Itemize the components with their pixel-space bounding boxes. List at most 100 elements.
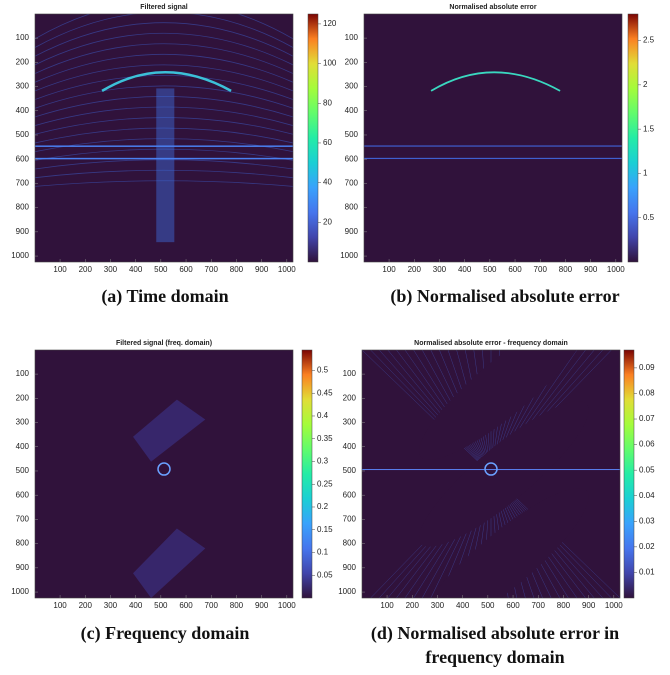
colorbar-tick-label: 0.05 [639,465,655,474]
x-tick-label: 200 [408,265,422,274]
y-tick-label: 300 [345,82,359,91]
y-tick-label: 400 [16,442,30,451]
y-tick-label: 600 [343,490,357,499]
colorbar-tick-label: 0.45 [317,388,333,397]
colorbar-tick-label: 0.03 [639,516,655,525]
y-tick-label: 100 [345,33,359,42]
plot-frame [363,13,623,263]
y-tick-label: 400 [345,106,359,115]
colorbar-tick-label: 20 [323,217,332,226]
x-tick-label: 600 [179,601,193,610]
x-tick-label: 300 [104,265,118,274]
image-feature [35,85,293,109]
x-tick-label: 600 [179,265,193,274]
colorbar-tick-label: 0.04 [639,491,655,500]
y-tick-label: 200 [16,393,30,402]
image-feature [484,462,498,476]
y-tick-label: 100 [16,369,30,378]
colorbar-tick-label: 0.35 [317,434,333,443]
y-tick-label: 800 [343,539,357,548]
y-tick-label: 1000 [340,251,358,260]
colorbar-tick-label: 100 [323,59,337,68]
y-tick-label: 800 [16,539,30,548]
x-tick-label: 400 [129,601,143,610]
y-tick-label: 600 [345,154,359,163]
colorbar-tick-label: 1.5 [643,124,655,133]
x-tick-label: 100 [382,265,396,274]
x-tick-label: 1000 [278,265,296,274]
image-feature [35,32,293,66]
x-tick-label: 1000 [278,601,296,610]
colorbar-tick-label: 0.05 [317,570,333,579]
y-tick-label: 300 [16,82,30,91]
image-feature [35,53,293,83]
x-tick-label: 500 [481,601,495,610]
y-tick-label: 600 [16,490,30,499]
plot-title: Normalised absolute error [449,4,536,11]
image-feature [364,145,622,147]
x-tick-label: 100 [53,601,67,610]
x-tick-label: 700 [205,265,219,274]
x-tick-label: 900 [255,601,269,610]
y-tick-label: 500 [345,130,359,139]
plot-frame [361,349,621,599]
y-tick-label: 1000 [338,587,356,596]
y-tick-label: 1000 [11,251,29,260]
colorbar-tick-label: 2 [643,80,648,89]
x-tick-label: 200 [406,601,420,610]
colorbar-tick-label: 40 [323,178,332,187]
image-feature [35,96,293,118]
image-feature [419,401,589,547]
x-tick-label: 500 [483,265,497,274]
x-tick-label: 700 [532,601,546,610]
x-tick-label: 200 [79,601,93,610]
y-tick-label: 800 [16,203,30,212]
colorbar-tick-label: 0.08 [639,389,655,398]
colorbar [301,349,313,599]
y-tick-label: 800 [345,203,359,212]
y-tick-label: 900 [16,563,30,572]
image-feature [35,14,293,40]
colorbar-tick-label: 0.5 [643,213,655,222]
plot-frame [34,13,294,263]
colorbar-tick-label: 80 [323,98,332,107]
heatmap-image [35,350,293,598]
image-feature [35,157,293,160]
image-feature [35,22,293,57]
x-tick-label: 300 [104,601,118,610]
colorbar-tick-label: 0.06 [639,440,655,449]
x-tick-label: 600 [508,265,522,274]
image-feature [35,180,293,187]
image-background [35,14,293,262]
caption: (b) Normalised absolute error [390,286,620,306]
x-tick-label: 800 [557,601,571,610]
image-feature [430,71,561,92]
y-tick-label: 1000 [11,587,29,596]
x-tick-label: 400 [129,265,143,274]
x-tick-label: 1000 [607,265,625,274]
y-tick-label: 600 [16,154,30,163]
image-feature [35,159,293,170]
y-tick-label: 700 [343,515,357,524]
colorbar-tick-label: 0.25 [317,479,333,488]
colorbar [307,13,319,263]
x-tick-label: 300 [433,265,447,274]
y-tick-label: 400 [16,106,30,115]
image-feature [35,117,293,135]
image-feature [362,469,620,471]
y-tick-label: 500 [16,130,30,139]
x-tick-label: 600 [506,601,520,610]
image-feature [35,43,293,74]
heatmap-image [364,14,622,262]
image-feature [35,148,293,161]
colorbar-tick-label: 0.02 [639,542,655,551]
x-tick-label: 800 [230,601,244,610]
image-feature [35,64,293,92]
colorbar-tick-label: 0.07 [639,414,655,423]
image-feature [35,106,293,126]
x-tick-label: 800 [230,265,244,274]
colorbar-tick-label: 60 [323,138,332,147]
y-tick-label: 300 [343,418,357,427]
